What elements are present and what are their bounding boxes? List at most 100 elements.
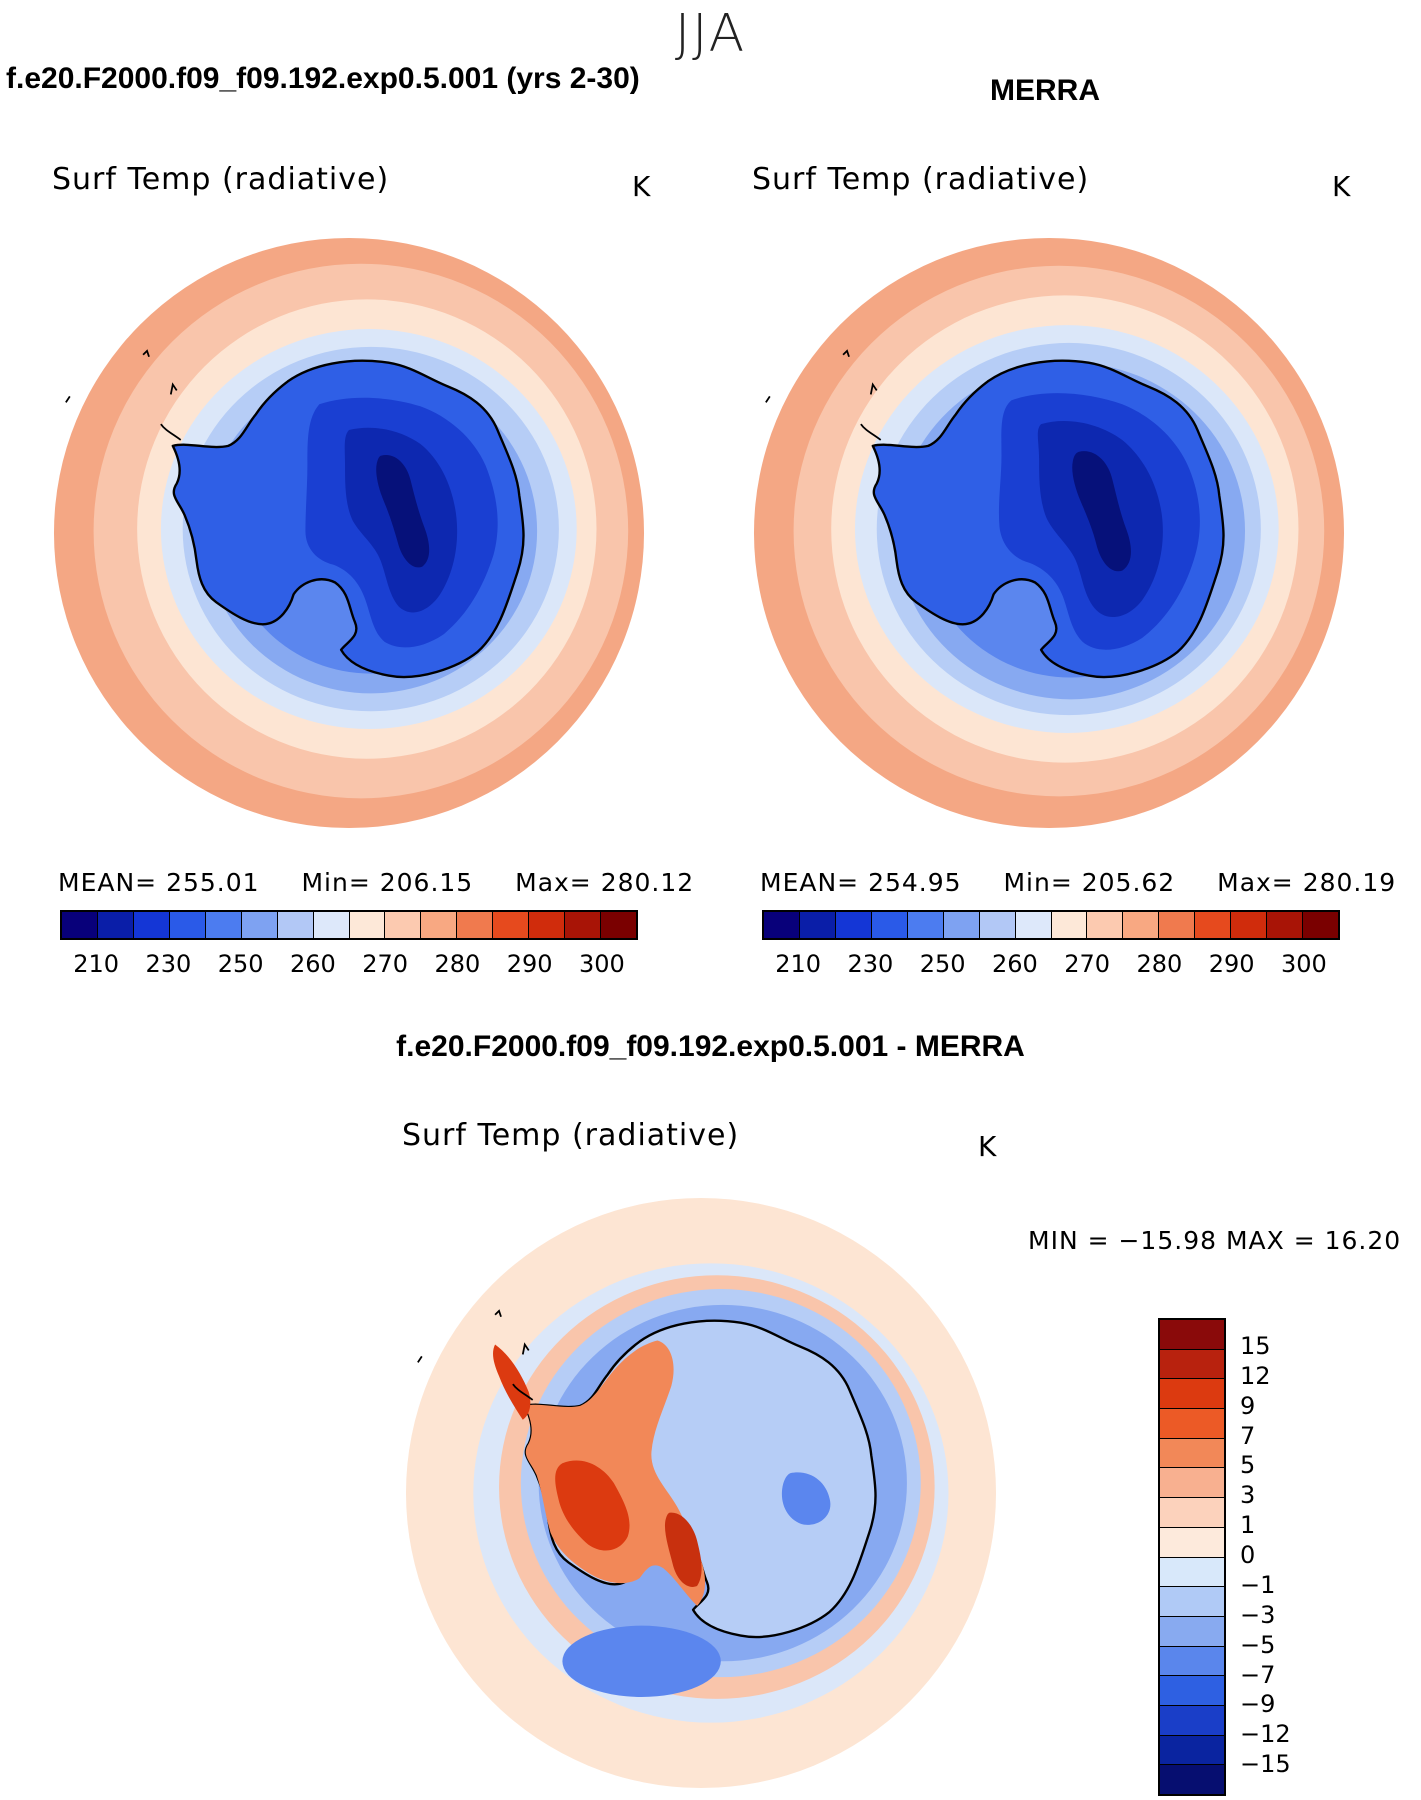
diff-colorbar-swatch	[1160, 1497, 1224, 1527]
right-colorbar-tick: 280	[1136, 950, 1183, 978]
left-min-label: Min=	[301, 868, 371, 897]
left-colorbar-swatch	[600, 912, 636, 938]
diff-colorbar-tick: 15	[1240, 1331, 1271, 1360]
right-colorbar-swatch	[870, 912, 907, 938]
left-colorbar-tick: 250	[217, 950, 264, 978]
left-units-label: K	[632, 170, 651, 203]
diff-colorbar-tick: −1	[1240, 1570, 1276, 1599]
diff-east-blue-patch	[781, 1472, 831, 1525]
left-colorbar-swatch	[420, 912, 457, 938]
diff-peninsula-islands	[417, 1309, 534, 1401]
left-colorbar-swatch	[276, 912, 313, 938]
left-colorbar-swatch	[168, 912, 205, 938]
right-mean-label: MEAN=	[760, 868, 860, 897]
diff-colorbar-tick: −9	[1240, 1690, 1276, 1719]
right-mean-value: 254.95	[868, 868, 962, 897]
left-pole-core	[376, 455, 430, 568]
right-colorbar-swatch	[764, 912, 799, 938]
left-mean-label: MEAN=	[58, 868, 158, 897]
left-colorbar-tick: 270	[362, 950, 409, 978]
left-min-value: 206.15	[379, 868, 474, 897]
diff-variable-label: Surf Temp (radiative)	[402, 1118, 740, 1153]
right-colorbar-tick: 210	[775, 950, 822, 978]
right-colorbar-tick: 270	[1064, 950, 1111, 978]
diff-colorbar-swatch	[1160, 1645, 1224, 1676]
right-pole-core	[1072, 451, 1131, 572]
right-colorbar-swatch	[978, 912, 1015, 938]
right-colorbar-swatch	[1122, 912, 1159, 938]
diff-colorbar-tick: 5	[1240, 1451, 1256, 1480]
left-colorbar-swatch	[492, 912, 529, 938]
left-colorbar-tick: 230	[145, 950, 192, 978]
diff-colorbar-swatch	[1160, 1320, 1224, 1349]
diff-colorbar-tick: −12	[1240, 1720, 1291, 1749]
diff-colorbar	[1158, 1318, 1226, 1796]
diff-colorbar-tick: 7	[1240, 1421, 1256, 1450]
right-polar-map	[753, 237, 1345, 829]
diff-ross-blue	[562, 1625, 721, 1697]
left-colorbar-swatch	[456, 912, 493, 938]
left-max-label: Max=	[515, 868, 592, 897]
diff-colorbar-swatch	[1160, 1378, 1224, 1409]
diff-colorbar-tick: 1	[1240, 1511, 1256, 1540]
left-colorbar-swatch	[62, 912, 97, 938]
right-peninsula-islands	[765, 349, 882, 441]
diff-colorbar-tick: −3	[1240, 1600, 1276, 1629]
diff-colorbar-swatch	[1160, 1764, 1224, 1794]
left-colorbar-swatch	[564, 912, 601, 938]
right-stats: MEAN= 254.95 Min= 205.62 Max= 280.19	[760, 868, 1396, 897]
right-colorbar-tick: 300	[1280, 950, 1327, 978]
diff-colorbar-swatch	[1160, 1408, 1224, 1438]
left-variable-label: Surf Temp (radiative)	[52, 162, 390, 197]
right-colorbar-swatch	[1050, 912, 1087, 938]
right-colorbar-swatch	[906, 912, 943, 938]
right-colorbar-tick: 260	[991, 950, 1038, 978]
left-colorbar-swatch	[204, 912, 241, 938]
right-colorbar-swatch	[798, 912, 835, 938]
right-colorbar	[762, 910, 1340, 940]
right-min-value: 205.62	[1081, 868, 1176, 897]
diff-colorbar-swatch	[1160, 1734, 1224, 1765]
right-colorbar-swatch	[1230, 912, 1267, 938]
left-colorbar-tick: 290	[506, 950, 553, 978]
diff-colorbar-swatch	[1160, 1348, 1224, 1379]
left-colorbar-tick: 280	[434, 950, 481, 978]
left-colorbar-swatch	[528, 912, 565, 938]
left-colorbar-swatch	[96, 912, 133, 938]
diff-colorbar-swatch	[1160, 1675, 1224, 1705]
right-variable-label: Surf Temp (radiative)	[752, 162, 1090, 197]
left-colorbar-swatch	[348, 912, 385, 938]
diff-hot-ross	[664, 1512, 702, 1587]
left-colorbar-tick: 300	[578, 950, 625, 978]
right-max-value: 280.19	[1302, 868, 1397, 897]
right-min-label: Min=	[1003, 868, 1073, 897]
diff-colorbar-tick: −15	[1240, 1750, 1291, 1779]
diff-colorbar-swatch	[1160, 1526, 1224, 1557]
left-colorbar-tick: 210	[73, 950, 120, 978]
right-colorbar-swatch	[834, 912, 871, 938]
right-colorbar-swatch	[1194, 912, 1231, 938]
season-title: JJA	[674, 4, 747, 64]
diff-polar-map	[405, 1197, 997, 1789]
right-colorbar-tick: 290	[1208, 950, 1255, 978]
left-polar-map	[53, 237, 645, 829]
right-colorbar-tick: 250	[919, 950, 966, 978]
left-peninsula-islands	[65, 349, 182, 441]
diff-colorbar-tick: 12	[1240, 1361, 1271, 1390]
right-colorbar-tick: 230	[847, 950, 894, 978]
right-colorbar-swatch	[1302, 912, 1338, 938]
left-mean-value: 255.01	[166, 868, 260, 897]
diff-minmax: MIN = −15.98 MAX = 16.20	[1028, 1226, 1402, 1255]
diff-colorbar-swatch	[1160, 1615, 1224, 1646]
diff-peninsula-warm	[493, 1344, 531, 1420]
left-colorbar-swatch	[384, 912, 421, 938]
left-case-title: f.e20.F2000.f09_f09.192.exp0.5.001 (yrs …	[6, 62, 640, 95]
right-units-label: K	[1332, 170, 1351, 203]
diff-colorbar-tick: −5	[1240, 1630, 1276, 1659]
right-colorbar-swatch	[1266, 912, 1303, 938]
left-colorbar	[60, 910, 638, 940]
right-colorbar-swatch	[1158, 912, 1195, 938]
right-colorbar-swatch	[942, 912, 979, 938]
diff-colorbar-swatch	[1160, 1467, 1224, 1498]
diff-warm-sector	[524, 1340, 706, 1606]
